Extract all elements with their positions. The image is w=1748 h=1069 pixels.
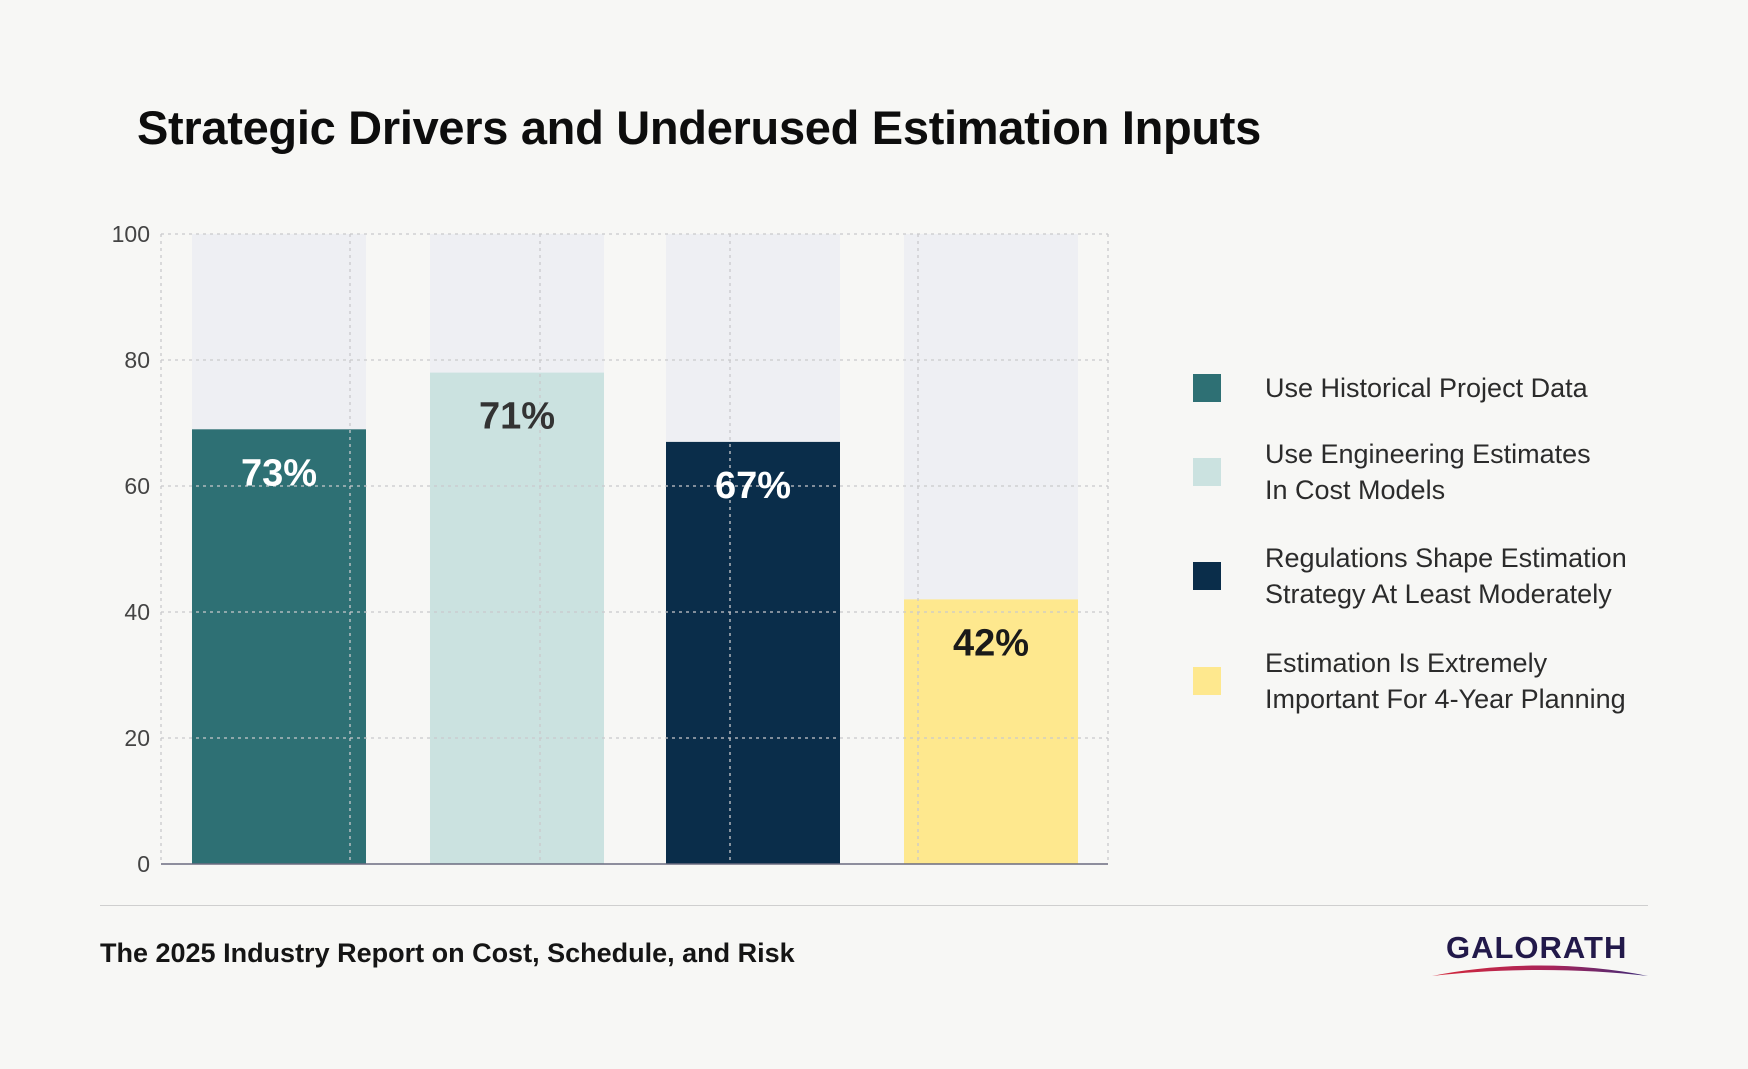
y-tick-label: 100 [112,221,150,247]
galorath-logo: GALORATH [1430,930,1650,980]
data-label: 73% [241,452,317,494]
data-label: 67% [715,465,791,507]
y-tick-label: 80 [124,347,150,373]
legend-label: Regulations Shape Estimation Strategy At … [1265,543,1627,609]
bar [666,441,840,864]
bar [192,429,366,864]
logo-swoosh-icon [1432,965,1648,976]
legend-swatch [1193,562,1221,590]
report-source: The 2025 Industry Report on Cost, Schedu… [100,938,795,968]
legend-swatch [1193,374,1221,402]
bar [430,372,604,864]
legend-label: Estimation Is Extremely Important For 4-Y… [1265,648,1626,714]
bar [904,599,1078,864]
data-label: 42% [953,622,1029,664]
legend-label: Use Historical Project Data [1265,373,1588,403]
logo-wordmark: GALORATH [1446,930,1628,965]
chart-title: Strategic Drivers and Underused Estimati… [137,101,1261,154]
y-tick-label: 0 [137,851,150,877]
y-tick-label: 40 [124,599,150,625]
legend-item-engineering-estimates: Use Engineering Estimates In Cost Models [1193,436,1665,508]
legend-label: Use Engineering Estimates In Cost Models [1265,439,1591,505]
legend-item-planning-importance: Estimation Is Extremely Important For 4-Y… [1193,645,1665,717]
bar-chart: 0 20 40 60 80 100 73% 71% 67% 42% [112,221,1109,877]
y-tick-label: 60 [124,473,150,499]
data-label: 71% [479,396,555,438]
legend-item-historical-data: Use Historical Project Data [1193,370,1665,406]
footer-divider [100,905,1648,906]
legend-swatch [1193,458,1221,486]
legend-swatch [1193,667,1221,695]
y-tick-label: 20 [124,725,150,751]
legend-item-regulations: Regulations Shape Estimation Strategy At … [1193,540,1665,612]
